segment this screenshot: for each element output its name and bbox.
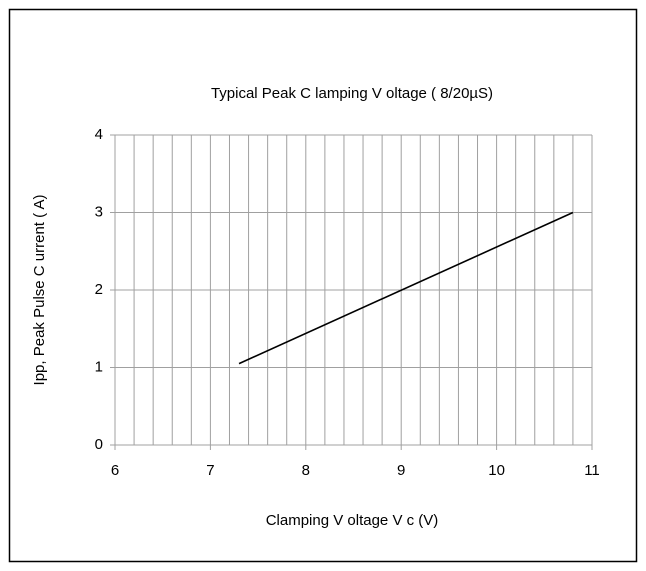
x-tick-label: 10: [488, 462, 505, 479]
y-tick-label: 3: [95, 203, 103, 220]
x-tick-label: 7: [206, 462, 214, 479]
data-line: [238, 211, 574, 365]
frame: [8, 8, 638, 563]
chart-title: Typical Peak C lamping V oltage ( 8/20µS…: [211, 85, 493, 102]
x-tick-label: 6: [111, 462, 119, 479]
y-tick-label: 1: [95, 358, 103, 375]
y-tick-label: 4: [95, 126, 103, 143]
y-tick-label: 2: [95, 281, 103, 298]
x-axis-label: Clamping V oltage V c (V): [266, 512, 439, 529]
x-tick-label: 8: [302, 462, 310, 479]
y-axis-label: Ipp, Peak Pulse C urrent ( A): [31, 195, 48, 386]
y-tick-label: 0: [95, 436, 103, 453]
x-tick-label: 11: [584, 462, 600, 479]
x-tick-label: 9: [397, 462, 405, 479]
